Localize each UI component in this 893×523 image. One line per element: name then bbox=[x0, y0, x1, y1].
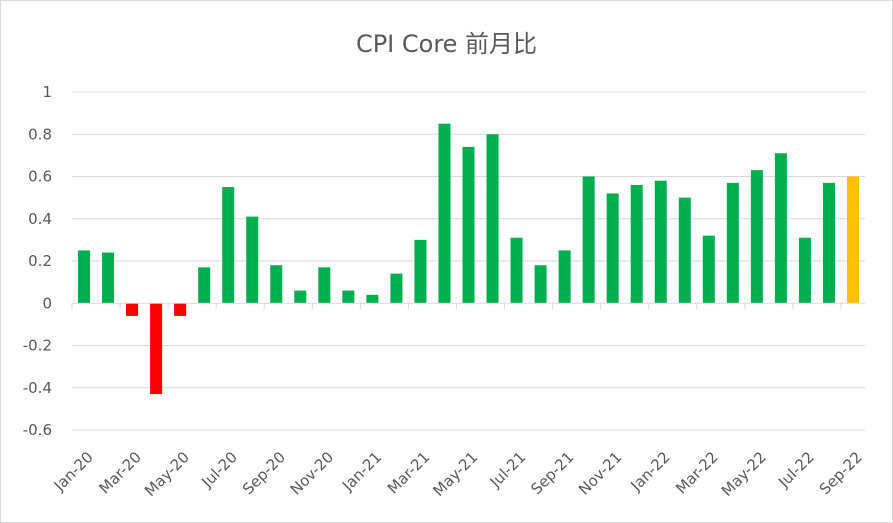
bar-sep-22 bbox=[846, 176, 859, 304]
bar-jan-20 bbox=[78, 250, 91, 304]
bar-jan-21 bbox=[366, 294, 379, 304]
bar-oct-20 bbox=[294, 290, 307, 304]
bar-feb-22 bbox=[678, 197, 691, 304]
y-tick-label: -0.6 bbox=[23, 421, 52, 439]
x-tick-label: Sep-20 bbox=[239, 448, 289, 498]
y-tick-label: -0.4 bbox=[23, 379, 52, 397]
bar-sep-20 bbox=[270, 265, 283, 304]
bar-dec-20 bbox=[342, 290, 355, 304]
bar-may-20 bbox=[174, 303, 187, 316]
bar-nov-20 bbox=[318, 267, 331, 304]
y-axis-tick-labels: 1 0.8 0.6 0.4 0.2 0 -0.2 -0.4 -0.6 bbox=[23, 83, 52, 439]
x-axis bbox=[71, 302, 865, 310]
bar-aug-22 bbox=[822, 182, 835, 304]
bar-feb-20 bbox=[102, 252, 115, 304]
bar-sep-21 bbox=[558, 250, 571, 304]
bar-mar-20 bbox=[126, 303, 139, 316]
y-tick-label: 1 bbox=[42, 83, 52, 101]
x-tick-label: Mar-21 bbox=[384, 448, 433, 497]
y-tick-label: 0.2 bbox=[28, 252, 52, 270]
x-tick-label: Mar-22 bbox=[672, 448, 721, 497]
bar-feb-21 bbox=[390, 273, 403, 304]
bar-may-21 bbox=[462, 146, 475, 304]
bar-jan-22 bbox=[654, 180, 667, 304]
bar-mar-22 bbox=[702, 235, 715, 304]
x-tick-label: Nov-20 bbox=[287, 448, 337, 498]
bar-apr-21 bbox=[438, 123, 451, 304]
bars bbox=[78, 123, 859, 395]
y-tick-label: 0.4 bbox=[28, 210, 52, 228]
bar-jul-21 bbox=[510, 237, 523, 304]
x-tick-label: Jul-20 bbox=[197, 448, 241, 492]
bar-jun-21 bbox=[486, 134, 499, 304]
y-tick-label: -0.2 bbox=[23, 337, 52, 355]
x-tick-label: May-21 bbox=[430, 448, 482, 500]
bar-jun-22 bbox=[774, 153, 787, 304]
x-tick-label: Sep-21 bbox=[527, 448, 577, 498]
bar-jun-20 bbox=[198, 267, 211, 304]
bar-mar-21 bbox=[414, 239, 427, 304]
x-tick-label: Sep-22 bbox=[816, 448, 866, 498]
bar-aug-20 bbox=[246, 216, 259, 304]
x-tick-label: Jan-21 bbox=[338, 448, 385, 495]
bar-nov-21 bbox=[606, 193, 619, 304]
y-tick-label: 0 bbox=[42, 294, 52, 312]
bar-dec-21 bbox=[630, 184, 643, 304]
bar-jul-22 bbox=[798, 237, 811, 304]
y-tick-label: 0.8 bbox=[28, 125, 52, 143]
x-tick-label: Jul-22 bbox=[774, 448, 818, 492]
chart-title: CPI Core 前月比 bbox=[355, 30, 538, 58]
x-tick-label: Mar-20 bbox=[96, 448, 145, 497]
bar-oct-21 bbox=[582, 176, 595, 304]
bar-apr-20 bbox=[150, 303, 163, 395]
x-tick-label: Jan-20 bbox=[50, 448, 97, 495]
x-tick-label: Jan-22 bbox=[626, 448, 673, 495]
x-tick-label: Nov-21 bbox=[575, 448, 625, 498]
x-tick-label: May-20 bbox=[141, 448, 193, 500]
bar-aug-21 bbox=[534, 265, 547, 304]
x-tick-label: May-22 bbox=[718, 448, 770, 500]
bar-apr-22 bbox=[726, 182, 739, 304]
bar-jul-20 bbox=[222, 187, 235, 304]
bar-may-22 bbox=[750, 170, 763, 304]
x-tick-label: Jul-21 bbox=[486, 448, 530, 492]
y-tick-label: 0.6 bbox=[28, 168, 52, 186]
